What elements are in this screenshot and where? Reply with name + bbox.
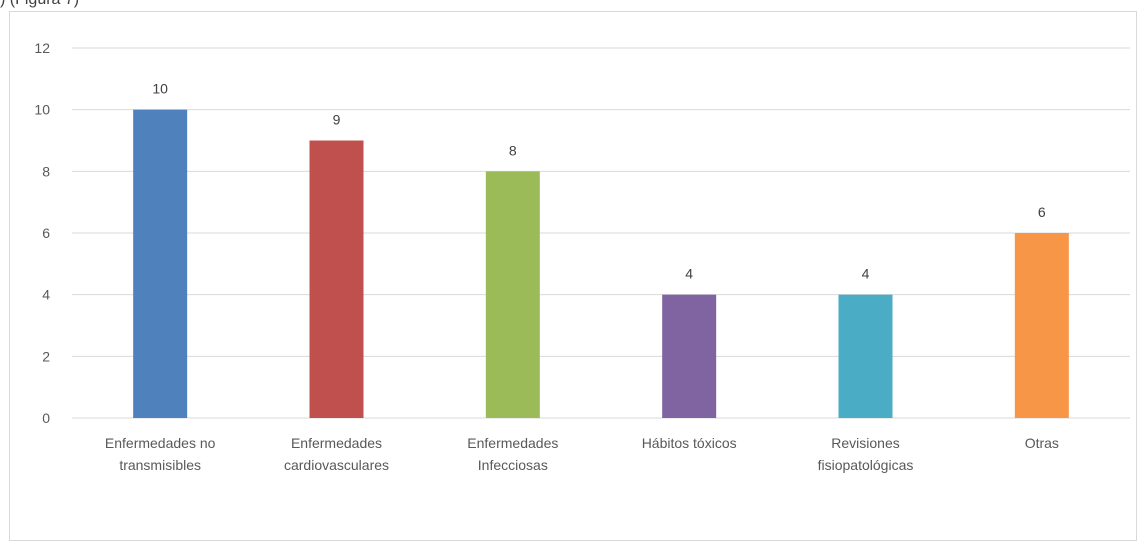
bars: [133, 109, 1069, 419]
y-tick-label: 6: [42, 225, 50, 241]
data-label: 4: [685, 266, 693, 282]
figure-caption-fragment: ) (Figura 7): [0, 0, 79, 9]
category-label: Infecciosas: [478, 457, 548, 473]
category-label: fisiopatológicas: [818, 457, 914, 473]
y-tick-label: 8: [42, 163, 50, 179]
chart-frame: [9, 11, 1137, 541]
category-label: Otras: [1025, 435, 1059, 451]
y-tick-label: 2: [42, 348, 50, 364]
gridlines: [72, 47, 1130, 419]
category-label: Enfermedades: [291, 435, 382, 451]
y-tick-label: 10: [34, 102, 50, 118]
category-label: transmisibles: [119, 457, 201, 473]
data-label: 9: [333, 112, 341, 128]
category-label: Hábitos tóxicos: [642, 435, 737, 451]
data-labels: 10 9 8 4 4 6: [152, 81, 1046, 282]
bar: [485, 171, 540, 418]
bar: [133, 109, 188, 419]
data-label: 6: [1038, 204, 1046, 220]
category-label: Enfermedades: [467, 435, 558, 451]
category-labels: Enfermedades no transmisibles Enfermedades…: [105, 435, 1059, 473]
y-axis-ticks: 0 2 4 6 8 10 12: [34, 40, 50, 426]
category-label: Enfermedades no: [105, 435, 216, 451]
y-tick-label: 0: [42, 410, 50, 426]
data-label: 10: [152, 81, 168, 97]
data-label: 4: [862, 266, 870, 282]
category-label: cardiovasculares: [284, 457, 389, 473]
y-tick-label: 12: [34, 40, 50, 56]
data-label: 8: [509, 142, 517, 158]
bar: [1014, 233, 1069, 418]
bar: [662, 294, 717, 418]
category-label: Revisiones: [831, 435, 899, 451]
y-tick-label: 4: [42, 287, 50, 303]
bar: [309, 140, 364, 418]
bar: [838, 294, 893, 418]
